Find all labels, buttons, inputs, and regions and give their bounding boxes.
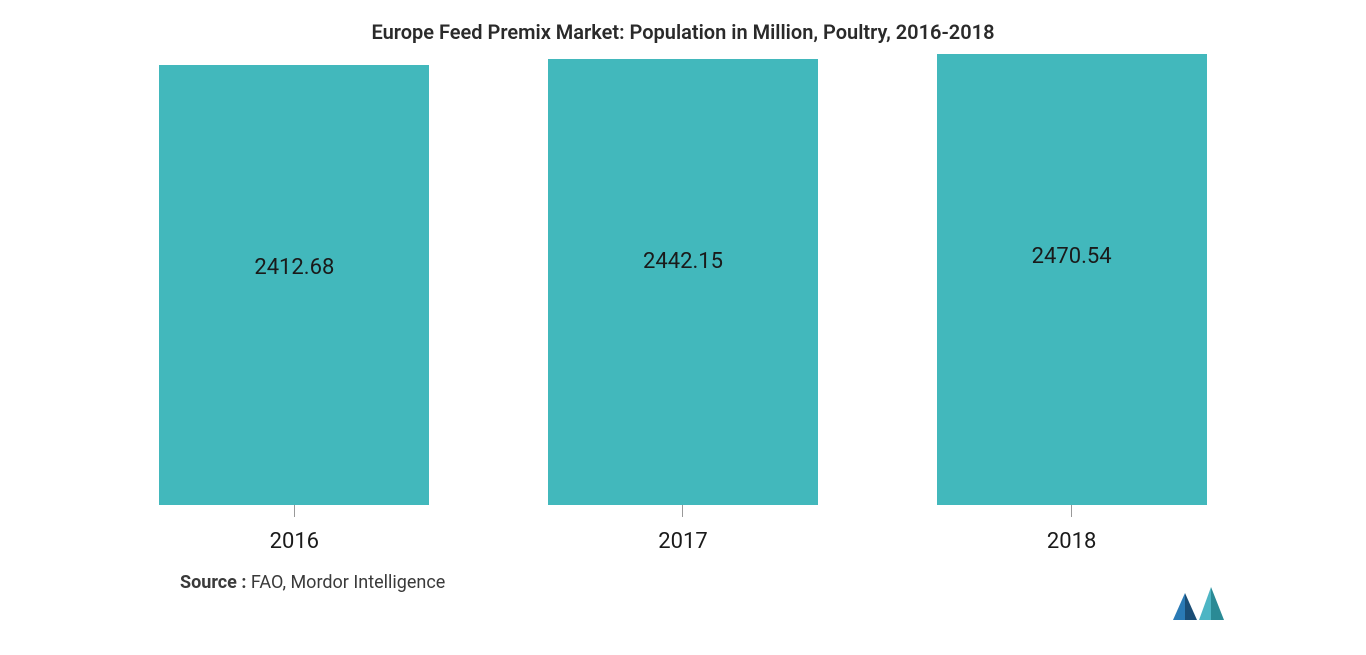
bar-value-2018: 2470.54: [1032, 244, 1112, 269]
chart-container: Europe Feed Premix Market: Population in…: [0, 0, 1366, 655]
bar-2017: 2442.15: [548, 59, 818, 505]
bar-label-2018: 2018: [1047, 529, 1096, 554]
source-text: FAO, Mordor Intelligence: [251, 572, 445, 593]
bar-2018: 2470.54: [937, 54, 1207, 505]
bar-2016: 2412.68: [159, 65, 429, 505]
bar-value-2016: 2412.68: [254, 255, 334, 280]
chart-title: Europe Feed Premix Market: Population in…: [0, 20, 1366, 44]
bar-group-2018: 2470.54 2018: [882, 54, 1262, 554]
tick-mark: [682, 505, 683, 517]
tick-mark: [294, 505, 295, 517]
bar-label-2017: 2017: [658, 529, 707, 554]
bar-group-2017: 2442.15 2017: [493, 59, 873, 554]
bar-value-2017: 2442.15: [643, 249, 723, 274]
mordor-intelligence-logo-icon: [1171, 585, 1226, 625]
bars-area: 2412.68 2016 2442.15 2017 2470.54 2018: [0, 94, 1366, 554]
source-label: Source :: [180, 572, 251, 593]
bar-group-2016: 2412.68 2016: [104, 65, 484, 554]
bar-label-2016: 2016: [270, 529, 319, 554]
tick-mark: [1071, 505, 1072, 517]
source-line: Source : FAO, Mordor Intelligence: [0, 554, 1366, 593]
